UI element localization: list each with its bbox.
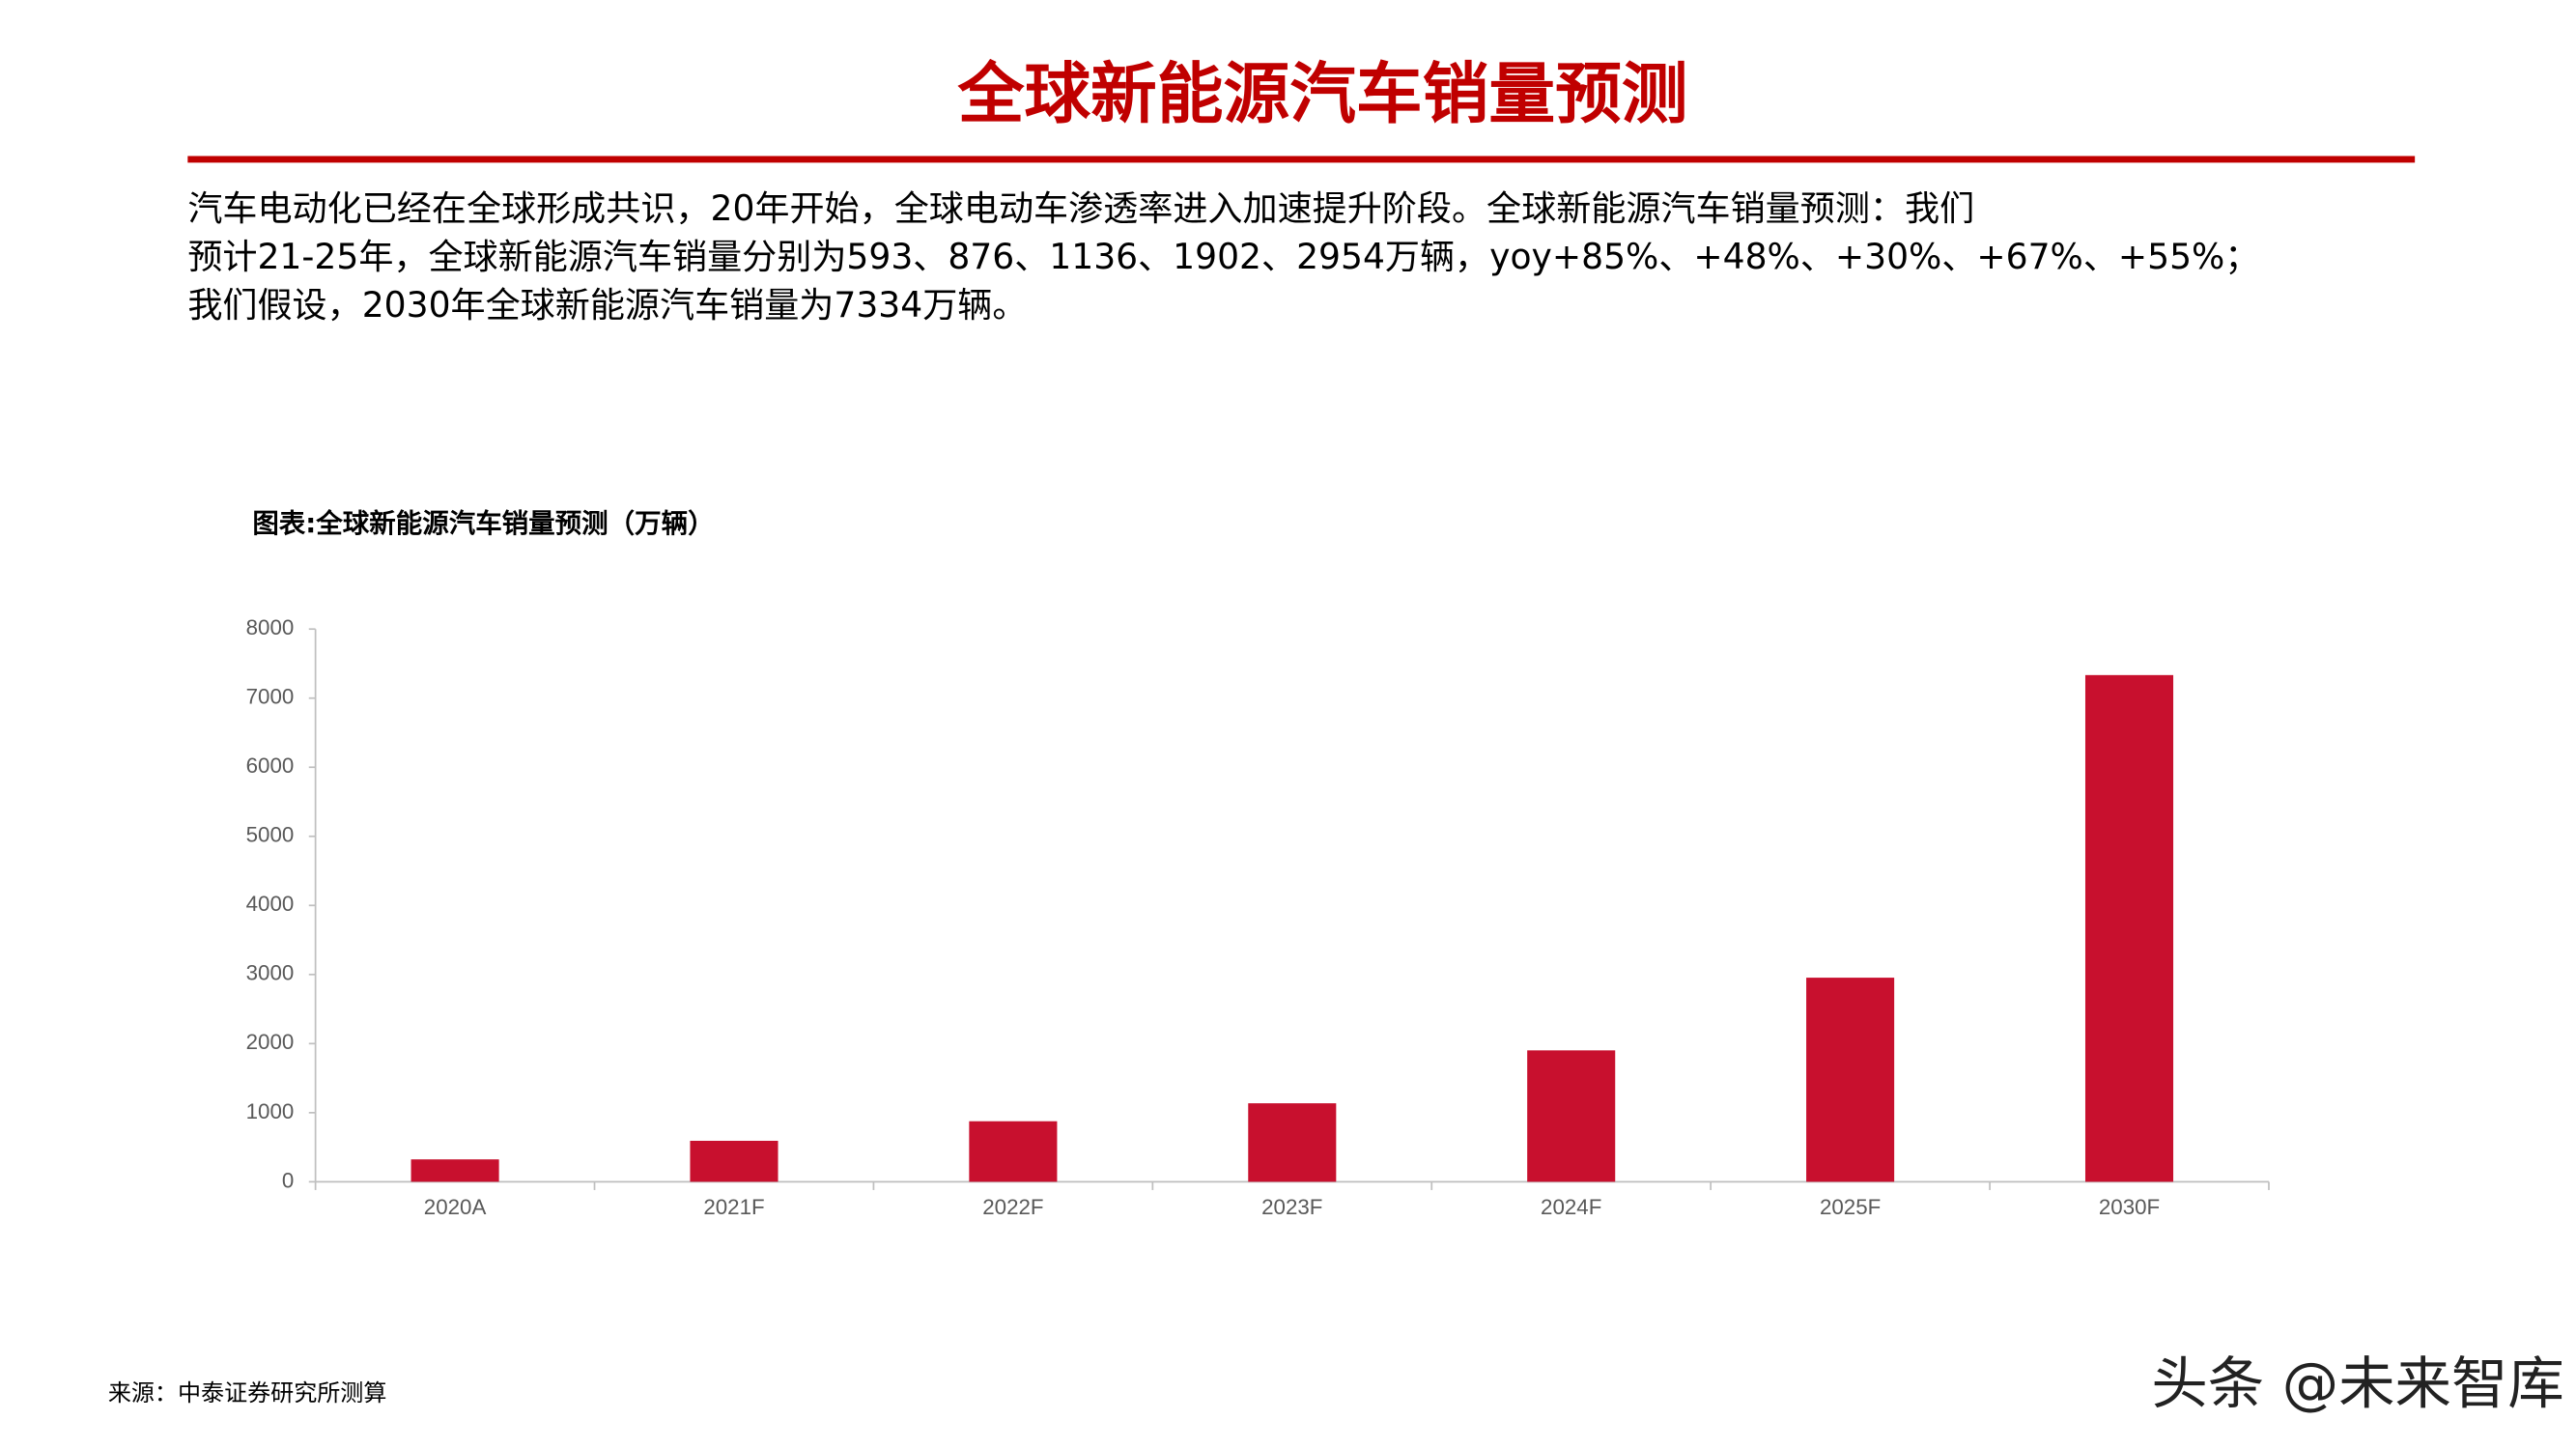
x-tick-label: 2024F bbox=[1541, 1195, 1601, 1219]
y-tick-label: 7000 bbox=[246, 685, 295, 709]
x-tick-label: 2025F bbox=[1820, 1195, 1881, 1219]
bar bbox=[410, 1159, 499, 1182]
paragraph-line: 我们假设，2030年全球新能源汽车销量为7334万辆。 bbox=[187, 285, 1027, 326]
chart-title: 图表:全球新能源汽车销量预测（万辆） bbox=[252, 508, 714, 539]
page-title: 全球新能源汽车销量预测 bbox=[957, 55, 1688, 133]
title-rule bbox=[187, 156, 2416, 163]
bar bbox=[969, 1121, 1058, 1182]
y-tick-label: 0 bbox=[282, 1168, 294, 1192]
bar bbox=[1806, 978, 1895, 1182]
y-tick-label: 5000 bbox=[246, 823, 295, 847]
bar bbox=[2084, 674, 2174, 1182]
source-note: 来源：中泰证券研究所测算 bbox=[108, 1379, 387, 1406]
x-tick-label: 2022F bbox=[982, 1195, 1043, 1219]
x-tick-label: 2023F bbox=[1261, 1195, 1322, 1219]
y-tick-label: 6000 bbox=[246, 753, 295, 778]
watermark: 头条 @未来智库 bbox=[2151, 1351, 2563, 1417]
x-tick-label: 2030F bbox=[2099, 1195, 2160, 1219]
paragraph-line: 汽车电动化已经在全球形成共识，20年开始，全球电动车渗透率进入加速提升阶段。全球… bbox=[187, 188, 1974, 229]
bar bbox=[1248, 1103, 1337, 1182]
bar bbox=[1527, 1050, 1616, 1182]
paragraph-line: 预计21-25年，全球新能源汽车销量分别为593、876、1136、1902、2… bbox=[187, 237, 2259, 277]
x-tick-label: 2021F bbox=[703, 1195, 764, 1219]
x-tick-label: 2020A bbox=[424, 1195, 487, 1219]
y-tick-label: 3000 bbox=[246, 961, 295, 985]
y-tick-label: 8000 bbox=[246, 615, 295, 639]
y-tick-label: 4000 bbox=[246, 892, 295, 916]
y-tick-label: 1000 bbox=[246, 1099, 295, 1123]
bar bbox=[690, 1140, 778, 1182]
y-tick-label: 2000 bbox=[246, 1030, 295, 1054]
